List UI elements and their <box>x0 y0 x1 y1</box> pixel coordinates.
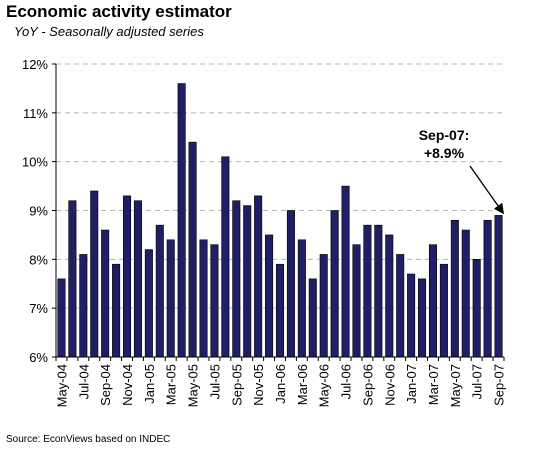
bar <box>396 254 405 358</box>
bar <box>265 234 274 358</box>
x-tick-label: May-07 <box>448 364 463 407</box>
bar <box>439 263 448 358</box>
x-tick-label: Jul-05 <box>207 364 222 399</box>
x-tick-label: Jan-07 <box>404 364 419 404</box>
y-tick-label: 11% <box>23 106 48 121</box>
bar <box>494 215 503 358</box>
y-tick-label: 7% <box>29 301 48 316</box>
bar <box>90 190 99 358</box>
bar <box>123 195 132 358</box>
bar <box>155 224 164 358</box>
x-tick-label: May-05 <box>186 364 201 407</box>
bar <box>57 278 66 358</box>
bar <box>461 229 470 358</box>
x-tick-label: Jul-07 <box>470 364 485 399</box>
y-tick-label: 12% <box>22 57 48 72</box>
x-tick-label: May-06 <box>317 364 332 407</box>
bar <box>199 239 208 358</box>
x-tick-label: Mar-07 <box>426 364 441 405</box>
bar <box>286 210 295 358</box>
x-tick-label: Sep-05 <box>229 364 244 406</box>
bar <box>385 234 394 358</box>
x-tick-label: Nov-06 <box>382 364 397 406</box>
x-tick-label: Mar-06 <box>295 364 310 405</box>
bar <box>254 195 263 358</box>
bar <box>483 219 492 358</box>
bar <box>450 219 459 358</box>
x-tick-label: Nov-04 <box>120 364 135 406</box>
bar <box>101 229 110 358</box>
bar <box>319 254 328 358</box>
bar <box>407 273 416 358</box>
y-axis: 6% 7% 8% 9% 10% 11% 12% <box>22 57 56 365</box>
bar <box>330 210 339 358</box>
bar <box>177 83 186 358</box>
x-tick-label: Sep-04 <box>98 364 113 406</box>
x-tick-label: Jul-04 <box>76 364 91 399</box>
x-tick-label: Jul-06 <box>339 364 354 399</box>
bar <box>472 259 481 358</box>
bar <box>428 244 437 358</box>
bar <box>297 239 306 358</box>
x-axis: May-04 Jul-04 Sep-04 Nov-04 Jan-05 Mar-05 May-… <box>54 357 507 407</box>
source-note: Source: EconViews based on INDEC <box>6 434 171 445</box>
bar <box>112 263 121 358</box>
y-tick-label: 6% <box>29 350 48 365</box>
chart-subtitle: YoY - Seasonally adjusted series <box>14 24 204 39</box>
bar <box>243 205 252 358</box>
bars <box>57 83 503 358</box>
x-tick-label: Jan-06 <box>273 364 288 404</box>
bar <box>341 185 350 358</box>
annotation-label-date: Sep-07: <box>419 127 470 143</box>
bar <box>275 263 285 358</box>
bar <box>352 244 361 358</box>
y-tick-label: 8% <box>29 252 48 267</box>
annotation-label-value: +8.9% <box>424 145 465 161</box>
bar <box>418 278 427 358</box>
bar <box>374 224 383 358</box>
y-tick-label: 10% <box>22 155 48 170</box>
x-tick-label: Sep-07 <box>492 364 507 406</box>
bar <box>210 244 219 358</box>
x-tick-label: Mar-05 <box>164 364 179 405</box>
bar <box>221 156 230 358</box>
x-tick-label: May-04 <box>54 364 69 407</box>
x-tick-label: Jan-05 <box>142 364 157 404</box>
bar <box>79 254 88 358</box>
x-tick-label: Sep-06 <box>360 364 375 406</box>
bar <box>166 239 175 358</box>
x-tick-label: Nov-05 <box>251 364 266 406</box>
bar <box>232 200 241 358</box>
chart-title: Economic activity estimator <box>6 2 232 21</box>
annotation-arrow <box>469 165 504 215</box>
bar <box>133 200 142 358</box>
bar <box>68 200 77 358</box>
bar <box>308 278 317 358</box>
y-tick-label: 9% <box>29 204 48 219</box>
bar <box>363 224 372 358</box>
bar <box>144 249 153 358</box>
bar <box>188 141 197 358</box>
